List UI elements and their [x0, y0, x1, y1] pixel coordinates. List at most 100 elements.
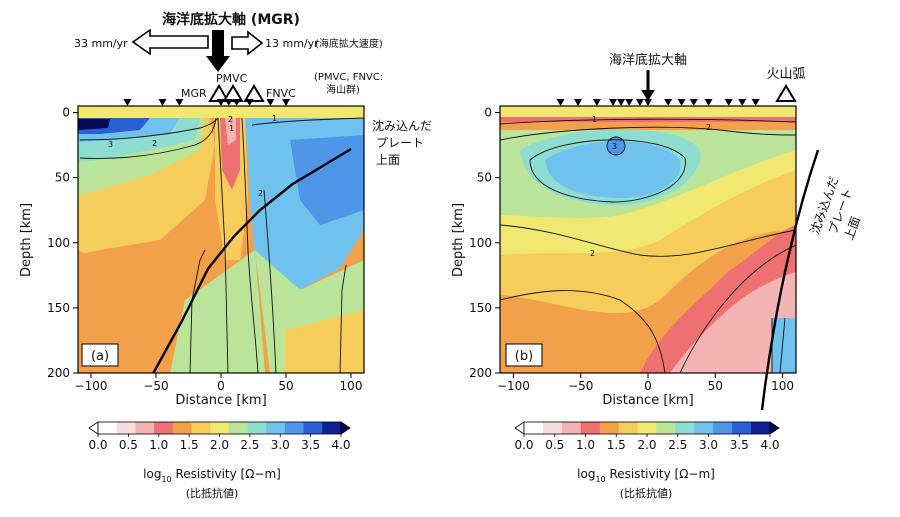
panel-b-contour-1	[500, 118, 796, 125]
colorbar-tick-label: 4.0	[760, 438, 779, 452]
colorbar-segment	[266, 422, 286, 434]
colorbar-segment	[713, 422, 733, 434]
panel-a-xtick-label: −100	[75, 379, 108, 393]
station-marker-icon	[224, 99, 233, 106]
fnvc-triangle-icon	[243, 84, 265, 102]
seamount-note-1: (PMVC, FNVC:	[314, 72, 383, 83]
station-marker-icon	[738, 99, 747, 106]
colorbar-tick-label: 2.5	[668, 438, 687, 452]
panel-b-xlabel: Distance [km]	[602, 393, 693, 408]
colorbar-tick-label: 0.0	[88, 438, 107, 452]
station-marker-icon	[574, 99, 583, 106]
panel-b-ytick-label: 150	[469, 301, 492, 315]
mgr-title: 海洋底拡大軸 (MGR)	[162, 11, 300, 28]
panel-b-contour-label-3: 2	[590, 249, 595, 258]
station-marker-icon	[245, 99, 254, 106]
colorbar-segment	[561, 422, 582, 434]
right-rate-label: 13 mm/yr	[265, 37, 319, 50]
panel-a-xtick-label: 0	[217, 379, 225, 393]
panel-a-contour-label-2: 1	[229, 124, 234, 133]
colorbar-a-label: log10 Resistivity [Ω−m]	[143, 467, 281, 484]
colorbar-tick-label: 1.0	[576, 438, 595, 452]
panel-a-contour-right-mid	[263, 189, 277, 373]
colorbar-max-cap	[340, 421, 351, 435]
colorbar-tick-label: 4.0	[331, 438, 350, 452]
panel-a-xlabel: Distance [km]	[175, 393, 266, 408]
panel-a-contour-lower	[189, 249, 206, 373]
colorbar-tick-label: 2.5	[240, 438, 259, 452]
panel-b-contour-3	[606, 136, 626, 156]
station-marker-icon	[232, 99, 241, 106]
panel-b-xtick-label: 100	[771, 379, 794, 393]
colorbar-segment	[247, 422, 267, 434]
panel-b-zone-lightblue	[545, 141, 681, 199]
panel-b-contour-lower	[500, 290, 666, 373]
colorbar-segment	[675, 422, 695, 434]
panel-a-xtick-label: 100	[340, 379, 363, 393]
colorbar-min-cap	[514, 421, 525, 435]
colorbar-segment	[580, 422, 601, 434]
panel-b-zone-conductor-pale	[670, 272, 796, 373]
colorbar-b: 0.0 0.5 1.0 1.5 2.0 2.5 3.0 3.5 4.0	[514, 421, 780, 452]
panel-a-contour-label-4: 2	[228, 115, 233, 124]
station-marker-icon	[609, 99, 618, 106]
colorbar-segment	[98, 422, 118, 434]
colorbar-tick-label: 0.5	[119, 438, 138, 452]
station-marker-icon	[175, 99, 184, 106]
panel-a-ylabel: Depth [km]	[19, 203, 34, 277]
panel-a-contour-far-right	[339, 264, 347, 373]
panel-a-label-box	[81, 343, 119, 367]
label-mgr: MGR	[181, 87, 207, 100]
station-marker-icon	[635, 99, 644, 106]
colorbar-segment	[694, 422, 714, 434]
station-marker-icon	[217, 99, 225, 106]
panel-a-axes: −100 −50 0 50 100 0 50 100 150 200	[47, 106, 362, 393]
panel-b-ytick-label: 50	[477, 171, 492, 185]
colorbar-segment	[542, 422, 563, 434]
panel-a-zone-darkblue	[78, 119, 110, 130]
station-marker-icon	[617, 99, 626, 106]
label-pmvc: PMVC	[216, 72, 248, 85]
colorbar-a-note: (比抵抗値)	[186, 486, 239, 500]
colorbar-tick-label: 2.0	[210, 438, 229, 452]
colorbar-b-label: log10 Resistivity [Ω−m]	[577, 467, 715, 484]
panel-b-surface-strip	[500, 106, 796, 117]
panel-b-contour-2c	[500, 224, 796, 257]
panel-a-xtick-label: −50	[143, 379, 168, 393]
colorbar-segment	[172, 422, 192, 434]
panel-b-axes: −100 −50 0 50 100 0 50 100 150 200	[469, 106, 794, 393]
panel-b-ytick-label: 0	[484, 106, 492, 120]
panel-a-ytick-label: 150	[47, 301, 70, 315]
panel-a-label: (a)	[91, 349, 109, 364]
colorbar-segment	[154, 422, 174, 434]
colorbar-a: 0.0 0.5 1.0 1.5 2.0 2.5 3.0 3.5 4.0	[88, 421, 351, 452]
colorbar-segment	[732, 422, 752, 434]
slab-a-note-2: プレート	[376, 136, 424, 150]
panel-a-ytick-label: 0	[62, 106, 70, 120]
station-marker-icon	[158, 99, 167, 106]
panel-a-contour-label-3: 2	[258, 189, 263, 198]
panel-b-ytick-label: 100	[469, 236, 492, 250]
slab-b-note: 沈み込んだ プレート 上面	[807, 174, 863, 242]
colorbar-segment	[135, 422, 155, 434]
panel-a-ytick-label: 50	[55, 171, 70, 185]
colorbar-segment	[228, 422, 249, 434]
panel-a-contour-label-0: 3	[108, 140, 113, 149]
colorbar-segment	[191, 422, 211, 434]
panel-b-xtick-label: 0	[644, 379, 652, 393]
colorbar-tick-label: 2.0	[637, 438, 656, 452]
panel-a-contour-label-5: 1	[272, 114, 277, 123]
left-rate-label: 33 mm/yr	[74, 37, 128, 50]
panel-b-contour-2a	[500, 126, 796, 141]
station-marker-icon	[677, 99, 686, 106]
colorbar-tick-label: 1.5	[180, 438, 199, 452]
panel-b-xtick-label: 50	[708, 379, 723, 393]
station-marker-icon	[644, 99, 652, 106]
panel-b-contour-label-1: 2	[706, 123, 711, 132]
station-marker-icon	[123, 99, 132, 106]
colorbar-segment	[637, 422, 657, 434]
panel-a-ytick-label: 100	[47, 236, 70, 250]
station-marker-icon	[689, 99, 698, 106]
colorbar-segment	[116, 422, 136, 434]
